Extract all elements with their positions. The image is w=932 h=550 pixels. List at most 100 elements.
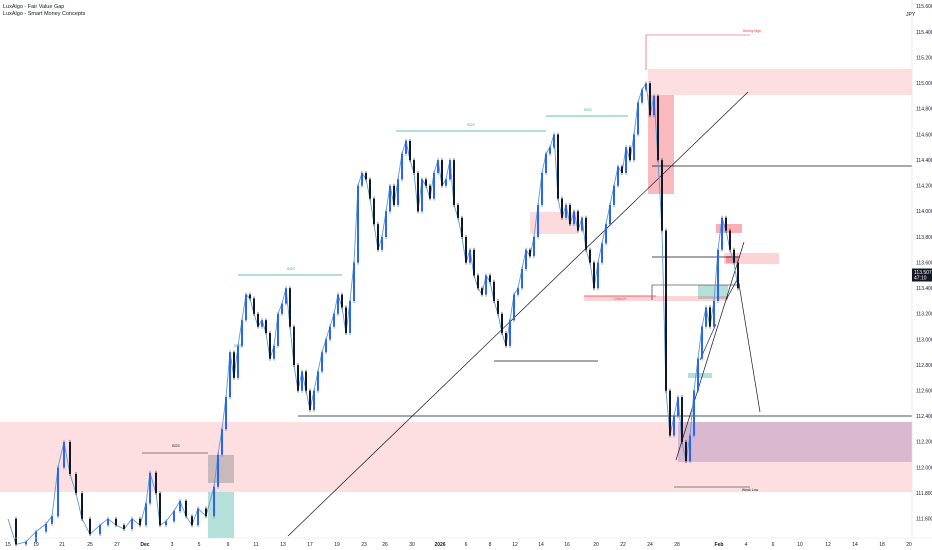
- time-tick-label: 4: [745, 542, 748, 548]
- candle-body: [425, 179, 427, 186]
- candle-body: [485, 275, 487, 295]
- candle-body: [617, 166, 619, 186]
- candle-body: [191, 516, 193, 526]
- time-tick-label: 18: [879, 542, 885, 548]
- price-tick-label: 112.000: [916, 465, 932, 471]
- candle-body: [601, 243, 603, 263]
- price-axis[interactable]: 111.600 111.800 112.000 112.200 112.400 112.6…: [906, 0, 932, 538]
- candle-body: [385, 211, 387, 237]
- candle-body: [717, 249, 719, 302]
- candle-body: [457, 204, 459, 218]
- time-axis[interactable]: 15 19 21 25 27 Dec 3 5 9 11 13 17 19 23 26 30 2026 6 8 12 14…: [0, 537, 932, 548]
- candle-body: [261, 320, 263, 327]
- choch-zone: [584, 296, 728, 301]
- price-tick-label: 113.200: [916, 312, 932, 318]
- candle-body: [253, 298, 255, 314]
- candle-body: [533, 236, 535, 257]
- price-tick-label: 114.800: [916, 107, 932, 113]
- candle-body: [233, 352, 235, 378]
- candle-body: [493, 281, 495, 302]
- price-tick-label: 113.800: [916, 235, 932, 241]
- candle-body: [429, 185, 431, 199]
- candle-body: [637, 102, 639, 135]
- candle-body: [461, 217, 463, 237]
- annotation-tag: BOS: [172, 444, 180, 448]
- candle-body: [213, 486, 215, 517]
- candle-body: [585, 217, 587, 250]
- price-tick-label: 115.600: [916, 4, 932, 10]
- candle-body: [537, 204, 539, 237]
- time-tick-label: 17: [307, 542, 313, 548]
- candle-body: [389, 185, 391, 212]
- time-tick-label: 3: [171, 542, 174, 548]
- candle-body: [509, 320, 511, 346]
- candle-body: [225, 397, 227, 430]
- candle-body: [381, 236, 383, 250]
- candle-body: [149, 472, 151, 504]
- candle-body: [329, 326, 331, 340]
- candle-body: [569, 204, 571, 225]
- candle-body: [217, 454, 219, 487]
- candle-body: [709, 307, 711, 327]
- time-tick-label: 20: [906, 542, 912, 548]
- candle-body: [35, 531, 37, 542]
- candle-body: [477, 275, 479, 289]
- current-price-badge: [912, 268, 932, 282]
- candle-body: [577, 211, 579, 231]
- candle-body: [317, 371, 319, 391]
- candle-body: [549, 147, 551, 154]
- candle-body: [69, 441, 71, 474]
- candle-body: [277, 313, 279, 346]
- indicator-legend-fvg[interactable]: LuxAlgo - Fair Value Gap: [3, 4, 65, 10]
- candle-body: [377, 224, 379, 250]
- trendline-up: [675, 241, 745, 461]
- grey-box: [208, 455, 234, 483]
- candle-body: [373, 198, 375, 225]
- candle-body: [557, 134, 559, 199]
- candle-body: [349, 301, 351, 334]
- candle-body: [625, 147, 627, 173]
- candle-body: [693, 390, 695, 436]
- candle-body: [449, 160, 451, 180]
- candle-body: [677, 397, 679, 417]
- candle-body: [357, 185, 359, 263]
- price-tick-label: 114.600: [916, 132, 932, 138]
- candle-body: [593, 262, 595, 289]
- candle-body: [341, 294, 343, 308]
- candle-body: [413, 160, 415, 173]
- time-tick-label: 11: [253, 542, 258, 548]
- time-tick-label: 12: [825, 542, 831, 548]
- annotation-tags-layer: BOS BOS BOS BOS BOS CHoCH Strong High Weak Low: [172, 29, 761, 492]
- candle-body: [237, 345, 239, 378]
- price-tick-label: 112.800: [916, 363, 932, 369]
- time-tick-label: 27: [114, 542, 120, 548]
- candle-body: [673, 416, 675, 436]
- time-tick-label: Dec: [140, 542, 149, 548]
- candle-body: [345, 307, 347, 334]
- candle-body: [545, 153, 547, 173]
- time-tick-label: 15: [5, 542, 11, 548]
- bear-fvg-core: [726, 256, 738, 263]
- candle-body: [293, 326, 295, 366]
- projection-down: [737, 277, 761, 413]
- price-tick-label: 113.400: [916, 286, 932, 292]
- candle-body: [521, 269, 523, 289]
- candle-body: [165, 521, 167, 526]
- candle-body: [245, 294, 247, 321]
- annotation-tag: BOS: [234, 344, 242, 348]
- candle-body: [697, 358, 699, 391]
- candle-body: [401, 153, 403, 180]
- indicator-legend-smc[interactable]: LuxAlgo - Smart Money Concepts: [3, 11, 86, 17]
- time-tick-label: 24: [647, 542, 653, 548]
- time-tick-label: 13: [280, 542, 286, 548]
- candle-body: [285, 288, 287, 304]
- candle-body: [369, 179, 371, 199]
- time-tick-label: 20: [593, 542, 599, 548]
- price-tick-label: 111.800: [916, 491, 932, 497]
- candle-body: [713, 301, 715, 327]
- candle-body: [721, 217, 723, 250]
- candle-body: [405, 140, 407, 154]
- time-tick-label: 10: [797, 542, 803, 548]
- candle-body: [689, 435, 691, 462]
